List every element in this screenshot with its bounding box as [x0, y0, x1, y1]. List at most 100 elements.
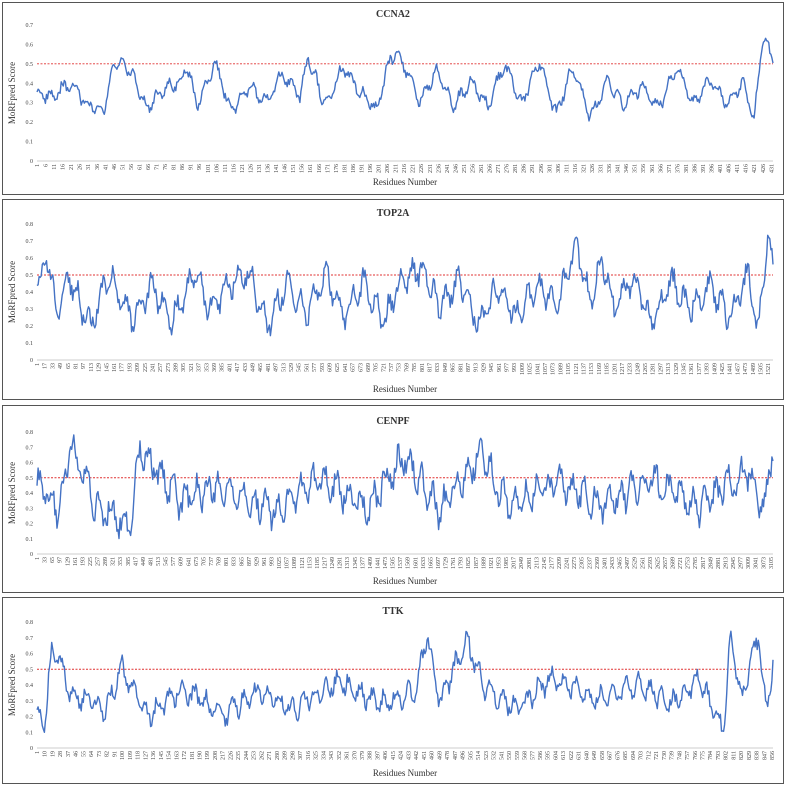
x-tick-label: 225: [143, 363, 149, 372]
x-tick-label: 2369: [595, 557, 601, 569]
x-tick-label: 261: [479, 164, 485, 173]
x-tick-label: 2273: [572, 557, 578, 569]
x-tick-label: 256: [470, 164, 476, 173]
x-tick-label: 1345: [682, 363, 688, 375]
x-tick-label: 244: [244, 751, 250, 760]
x-tick-label: 371: [667, 164, 673, 173]
y-tick-label: 0.6: [26, 256, 34, 262]
x-tick-label: 2977: [739, 557, 745, 569]
x-tick-label: 1473: [743, 363, 749, 375]
x-tick-label: 737: [209, 557, 215, 566]
x-tick-label: 1377: [697, 363, 703, 375]
x-tick-label: 257: [96, 557, 102, 566]
series-line: [36, 234, 774, 337]
x-tick-label: 1505: [391, 557, 397, 569]
y-tick-label: 0.8: [26, 222, 34, 228]
y-tick-label: 0.6: [26, 461, 34, 467]
x-tick-label: 2913: [723, 557, 729, 569]
x-tick-label: 316: [573, 164, 579, 173]
x-tick-label: 1489: [751, 363, 757, 375]
x-tick-label: 97: [81, 363, 87, 369]
x-tick-label: 186: [351, 164, 357, 173]
x-tick-label: 753: [397, 363, 403, 372]
x-tick-label: 532: [492, 751, 498, 760]
y-tick-label: 0.3: [26, 101, 34, 107]
x-tick-label: 196: [368, 164, 374, 173]
x-tick-label: 523: [484, 751, 490, 760]
x-tick-label: 2113: [534, 557, 540, 569]
x-tick-label: 545: [297, 363, 303, 372]
x-tick-label: 307: [298, 751, 304, 760]
x-tick-label: 361: [650, 164, 656, 173]
x-tick-label: 640: [584, 751, 590, 760]
x-tick-label: 1393: [705, 363, 711, 375]
x-tick-label: 2529: [633, 557, 639, 569]
x-tick-label: 577: [171, 557, 177, 566]
x-tick-label: 2721: [678, 557, 684, 569]
x-tick-label: 424: [399, 751, 405, 760]
x-tick-label: 703: [639, 751, 645, 760]
y-tick-label: 0.4: [26, 683, 34, 689]
x-tick-label: 65: [66, 363, 72, 369]
x-tick-label: 206: [385, 164, 391, 173]
x-tick-label: 81: [73, 363, 79, 369]
x-tick-label: 321: [189, 363, 195, 372]
x-tick-label: 847: [762, 751, 768, 760]
x-tick-label: 1793: [459, 557, 465, 569]
x-tick-label: 3009: [746, 557, 752, 569]
x-tick-label: 171: [325, 164, 331, 173]
x-tick-label: 833: [435, 363, 441, 372]
x-tick-label: 33: [43, 557, 49, 563]
x-tick-label: 913: [474, 363, 480, 372]
x-tick-label: 381: [684, 164, 690, 173]
x-tick-label: 1473: [383, 557, 389, 569]
x-tick-label: 929: [254, 557, 260, 566]
x-tick-label: 801: [420, 363, 426, 372]
chart-ttk: TTK MoRFpred Score 0 0.1 0.2 0.3 0.4 0.5 0.6 0.7 0…: [7, 606, 776, 778]
x-tick-label: 1041: [535, 363, 541, 375]
x-tick-label: 897: [247, 557, 253, 566]
x-tick-label: 426: [761, 164, 767, 173]
x-tick-label: 73: [97, 751, 103, 757]
x-tick-label: 1073: [551, 363, 557, 375]
x-tick-label: 1889: [481, 557, 487, 569]
x-tick-label: 113: [89, 363, 95, 372]
x-tick-label: 177: [120, 363, 126, 372]
chart-panel-top2a: TOP2A MoRFpred Score 0 0.1 0.2 0.3 0.4 0.5 0.6 0.…: [2, 199, 784, 400]
x-tick-label: 1345: [353, 557, 359, 569]
x-tick-label: 649: [592, 751, 598, 760]
x-tick-label: 176: [334, 164, 340, 173]
y-axis-label: MoRFpred Score: [7, 261, 17, 323]
x-tick-label: 406: [727, 164, 733, 173]
x-tick-label: 193: [127, 363, 133, 372]
x-tick-label: 469: [437, 751, 443, 760]
x-tick-label: 226: [419, 164, 425, 173]
x-tick-label: 1825: [466, 557, 472, 569]
x-tick-label: 276: [505, 164, 511, 173]
x-tick-label: 146: [283, 164, 289, 173]
x-tick-label: 1601: [413, 557, 419, 569]
x-tick-label: 1: [35, 363, 41, 366]
x-tick-label: 541: [499, 751, 505, 760]
x-tick-label: 131: [257, 164, 263, 173]
x-tick-label: 417: [235, 363, 241, 372]
x-tick-label: 191: [359, 164, 365, 173]
x-tick-label: 1521: [766, 363, 772, 375]
x-tick-label: 172: [182, 751, 188, 760]
x-tick-label: 2625: [655, 557, 661, 569]
x-tick-label: 481: [148, 557, 154, 566]
x-tick-label: 1249: [330, 557, 336, 569]
x-tick-label: 28: [58, 751, 64, 757]
x-tick-label: 266: [488, 164, 494, 173]
x-tick-label: 2145: [542, 557, 548, 569]
x-tick-label: 757: [685, 751, 691, 760]
x-tick-label: 1217: [620, 363, 626, 375]
x-tick-label: 2849: [708, 557, 714, 569]
x-tick-label: 208: [213, 751, 219, 760]
x-tick-label: 81: [172, 164, 178, 170]
x-tick-label: 281: [513, 164, 519, 173]
x-tick-label: 658: [600, 751, 606, 760]
x-tick-label: 193: [80, 557, 86, 566]
x-tick-label: 41: [103, 164, 109, 170]
x-tick-label: 1265: [643, 363, 649, 375]
